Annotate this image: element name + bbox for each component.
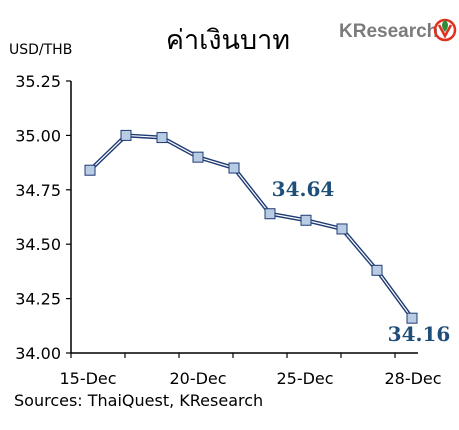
data-label: 34.16 (388, 322, 451, 346)
y-tick-label: 34.00 (15, 344, 61, 363)
data-point (84, 164, 96, 176)
data-point (406, 312, 418, 324)
kasikorn-leaf-icon (433, 18, 457, 42)
data-point (371, 264, 383, 276)
data-point (336, 223, 348, 235)
kresearch-logo: KResearch (339, 18, 457, 42)
data-label: 34.64 (272, 177, 335, 201)
brand-name: Research (353, 21, 439, 42)
series-line-inner (89, 134, 413, 319)
y-tick-label: 34.25 (15, 290, 61, 309)
data-point (300, 214, 312, 226)
data-point (120, 129, 132, 141)
y-tick-label: 34.50 (15, 235, 61, 254)
y-axis-label: USD/THB (9, 42, 72, 58)
y-tick-label: 34.75 (15, 181, 61, 200)
callouts: 34.64 34.16 (272, 177, 451, 346)
data-point (228, 162, 240, 174)
y-ticks: 35.25 35.00 34.75 34.50 34.25 34.00 (15, 72, 71, 363)
series-usd-thb (88, 133, 414, 320)
source-note: Sources: ThaiQuest, KResearch (14, 391, 263, 410)
x-tick-label: 25-Dec (276, 369, 333, 388)
y-tick-label: 35.25 (15, 72, 61, 91)
x-tick-label: 20-Dec (169, 369, 226, 388)
series-line-outer (88, 133, 414, 320)
y-tick-label: 35.00 (15, 126, 61, 145)
data-point (192, 151, 204, 163)
data-point (156, 132, 168, 144)
x-ticks: 15-Dec 20-Dec 25-Dec 28-Dec (59, 353, 442, 388)
x-tick-label: 15-Dec (59, 369, 116, 388)
chart-title: ค่าเงินบาท (166, 25, 290, 56)
data-point (264, 208, 276, 220)
series-markers (84, 129, 418, 324)
svg-text:KResearch: KResearch (339, 21, 438, 42)
brand-k: K (339, 21, 353, 42)
x-tick-label: 28-Dec (384, 369, 441, 388)
